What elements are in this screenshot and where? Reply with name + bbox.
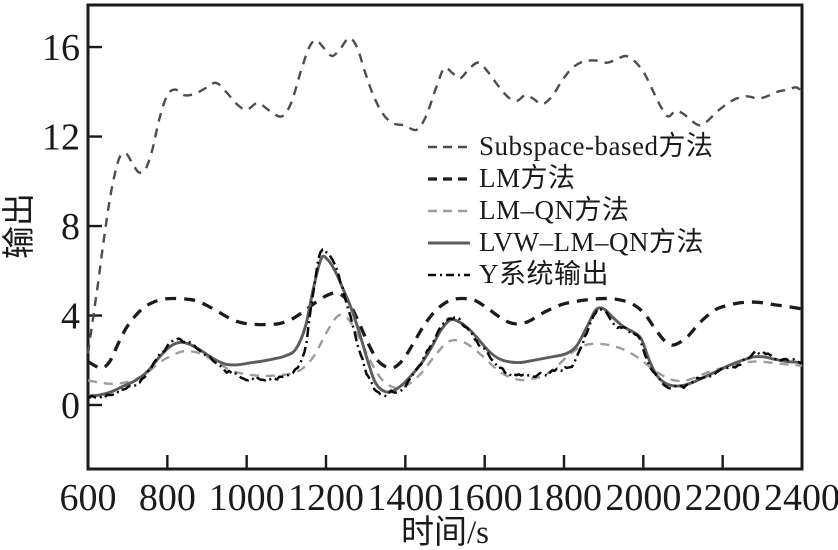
legend-label: LVW–LM–QN方法 (479, 227, 704, 257)
plot-frame (86, 3, 804, 471)
x-tick-label: 1400 (367, 477, 443, 519)
x-tick-label: 2400 (764, 477, 838, 519)
series-line-0 (86, 36, 803, 354)
legend-label: Subspace-based方法 (479, 131, 713, 161)
legend: Subspace-based方法LM方法LM–QN方法LVW–LM–QN方法Y系… (428, 131, 713, 289)
y-tick-label: 16 (42, 27, 80, 69)
x-tick-label: 2200 (685, 477, 761, 519)
x-tick-label: 1600 (447, 477, 523, 519)
legend-item-2: LM–QN方法 (428, 195, 630, 225)
legend-label: LM–QN方法 (479, 195, 630, 225)
y-tick-label: 8 (61, 206, 80, 248)
legend-label: LM方法 (479, 163, 576, 193)
x-tick-label: 1000 (209, 477, 285, 519)
legend-item-4: Y系统输出 (428, 259, 609, 289)
series-line-1 (87, 291, 803, 370)
x-tick-label: 800 (139, 477, 196, 519)
x-tick-label: 1200 (288, 477, 364, 519)
y-tick-label: 4 (61, 296, 80, 338)
x-tick-label: 1800 (526, 477, 602, 519)
series-line-3 (87, 254, 803, 398)
y-tick-label: 12 (42, 117, 80, 159)
legend-item-3: LVW–LM–QN方法 (428, 227, 704, 257)
legend-item-1: LM方法 (428, 163, 576, 193)
x-tick-label: 2000 (605, 477, 681, 519)
legend-label: Y系统输出 (479, 259, 609, 289)
y-tick-label: 0 (61, 385, 80, 427)
y-axis-title: 输出 (1, 193, 38, 259)
x-axis-title: 时间/s (401, 515, 489, 550)
legend-item-0: Subspace-based方法 (428, 131, 713, 161)
series-line-4 (87, 247, 803, 400)
x-tick-label: 600 (60, 477, 117, 519)
